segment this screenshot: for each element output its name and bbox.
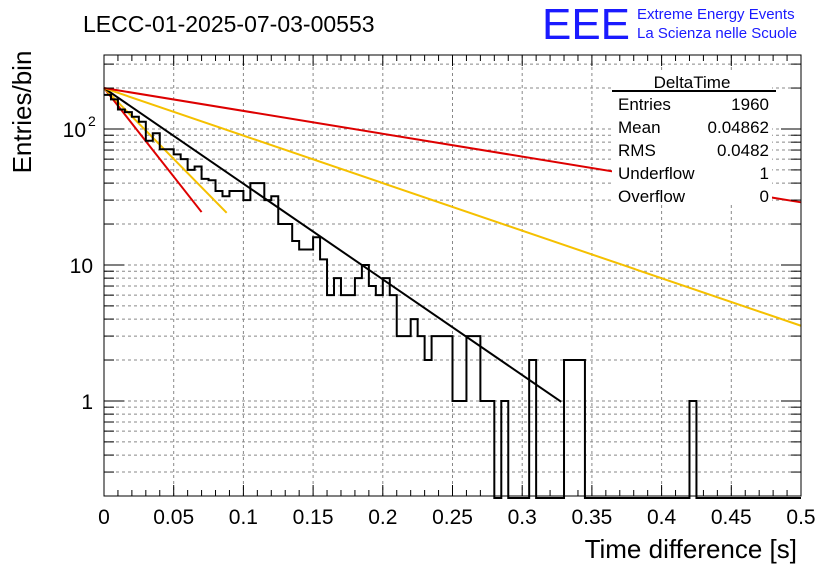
y-tick-exponent: 2 xyxy=(88,113,96,129)
stats-label-overflow: Overflow xyxy=(618,187,686,206)
stats-label-mean: Mean xyxy=(618,118,661,137)
stats-value-mean: 0.04862 xyxy=(708,118,769,137)
stats-value-entries: 1960 xyxy=(731,95,769,114)
x-tick-label: 0.4 xyxy=(647,506,677,529)
y-tick-label: 10 xyxy=(70,255,93,278)
x-tick-label: 0.35 xyxy=(571,506,612,529)
x-tick-label: 0.15 xyxy=(293,506,334,529)
y-tick-label: 10 xyxy=(63,119,86,142)
x-axis-label: Time difference [s] xyxy=(585,534,797,564)
histogram-series xyxy=(104,93,801,499)
x-tick-label: 0.2 xyxy=(368,506,397,529)
stats-box-background xyxy=(612,71,772,205)
eee-logo-mark: EEE xyxy=(542,0,630,49)
x-tick-label: 0 xyxy=(98,506,110,529)
logo-line-2: La Scienza nelle Scuole xyxy=(637,25,797,42)
chart-title: LECC-01-2025-07-03-00553 xyxy=(83,11,375,37)
stats-value-underflow: 1 xyxy=(760,164,769,183)
stats-value-rms: 0.0482 xyxy=(717,141,769,160)
stats-box: DeltaTime Entries 1960 Mean 0.04862 RMS … xyxy=(612,71,776,206)
fit-curve-3 xyxy=(103,87,802,327)
y-axis-label: Entries/bin xyxy=(7,51,37,174)
stats-title: DeltaTime xyxy=(654,73,731,92)
x-tick-label: 0.25 xyxy=(432,506,473,529)
x-tick-label: 0.3 xyxy=(508,506,537,529)
axes: 0 0.05 0.1 0.15 0.2 0.25 0.3 0.35 0.4 0.45 0.51101… xyxy=(63,55,816,529)
x-tick-label: 0.05 xyxy=(153,506,194,529)
stats-label-rms: RMS xyxy=(618,141,656,160)
x-tick-label: 0.1 xyxy=(229,506,258,529)
stats-label-entries: Entries xyxy=(618,95,671,114)
fit-curve-2 xyxy=(103,87,562,403)
stats-value-overflow: 0 xyxy=(760,187,769,206)
logo-line-1: Extreme Energy Events xyxy=(637,6,795,23)
grid xyxy=(104,55,801,496)
y-tick-label: 1 xyxy=(81,391,93,414)
x-tick-label: 0.45 xyxy=(711,506,752,529)
stats-label-underflow: Underflow xyxy=(618,164,695,183)
x-tick-label: 0.5 xyxy=(786,506,815,529)
